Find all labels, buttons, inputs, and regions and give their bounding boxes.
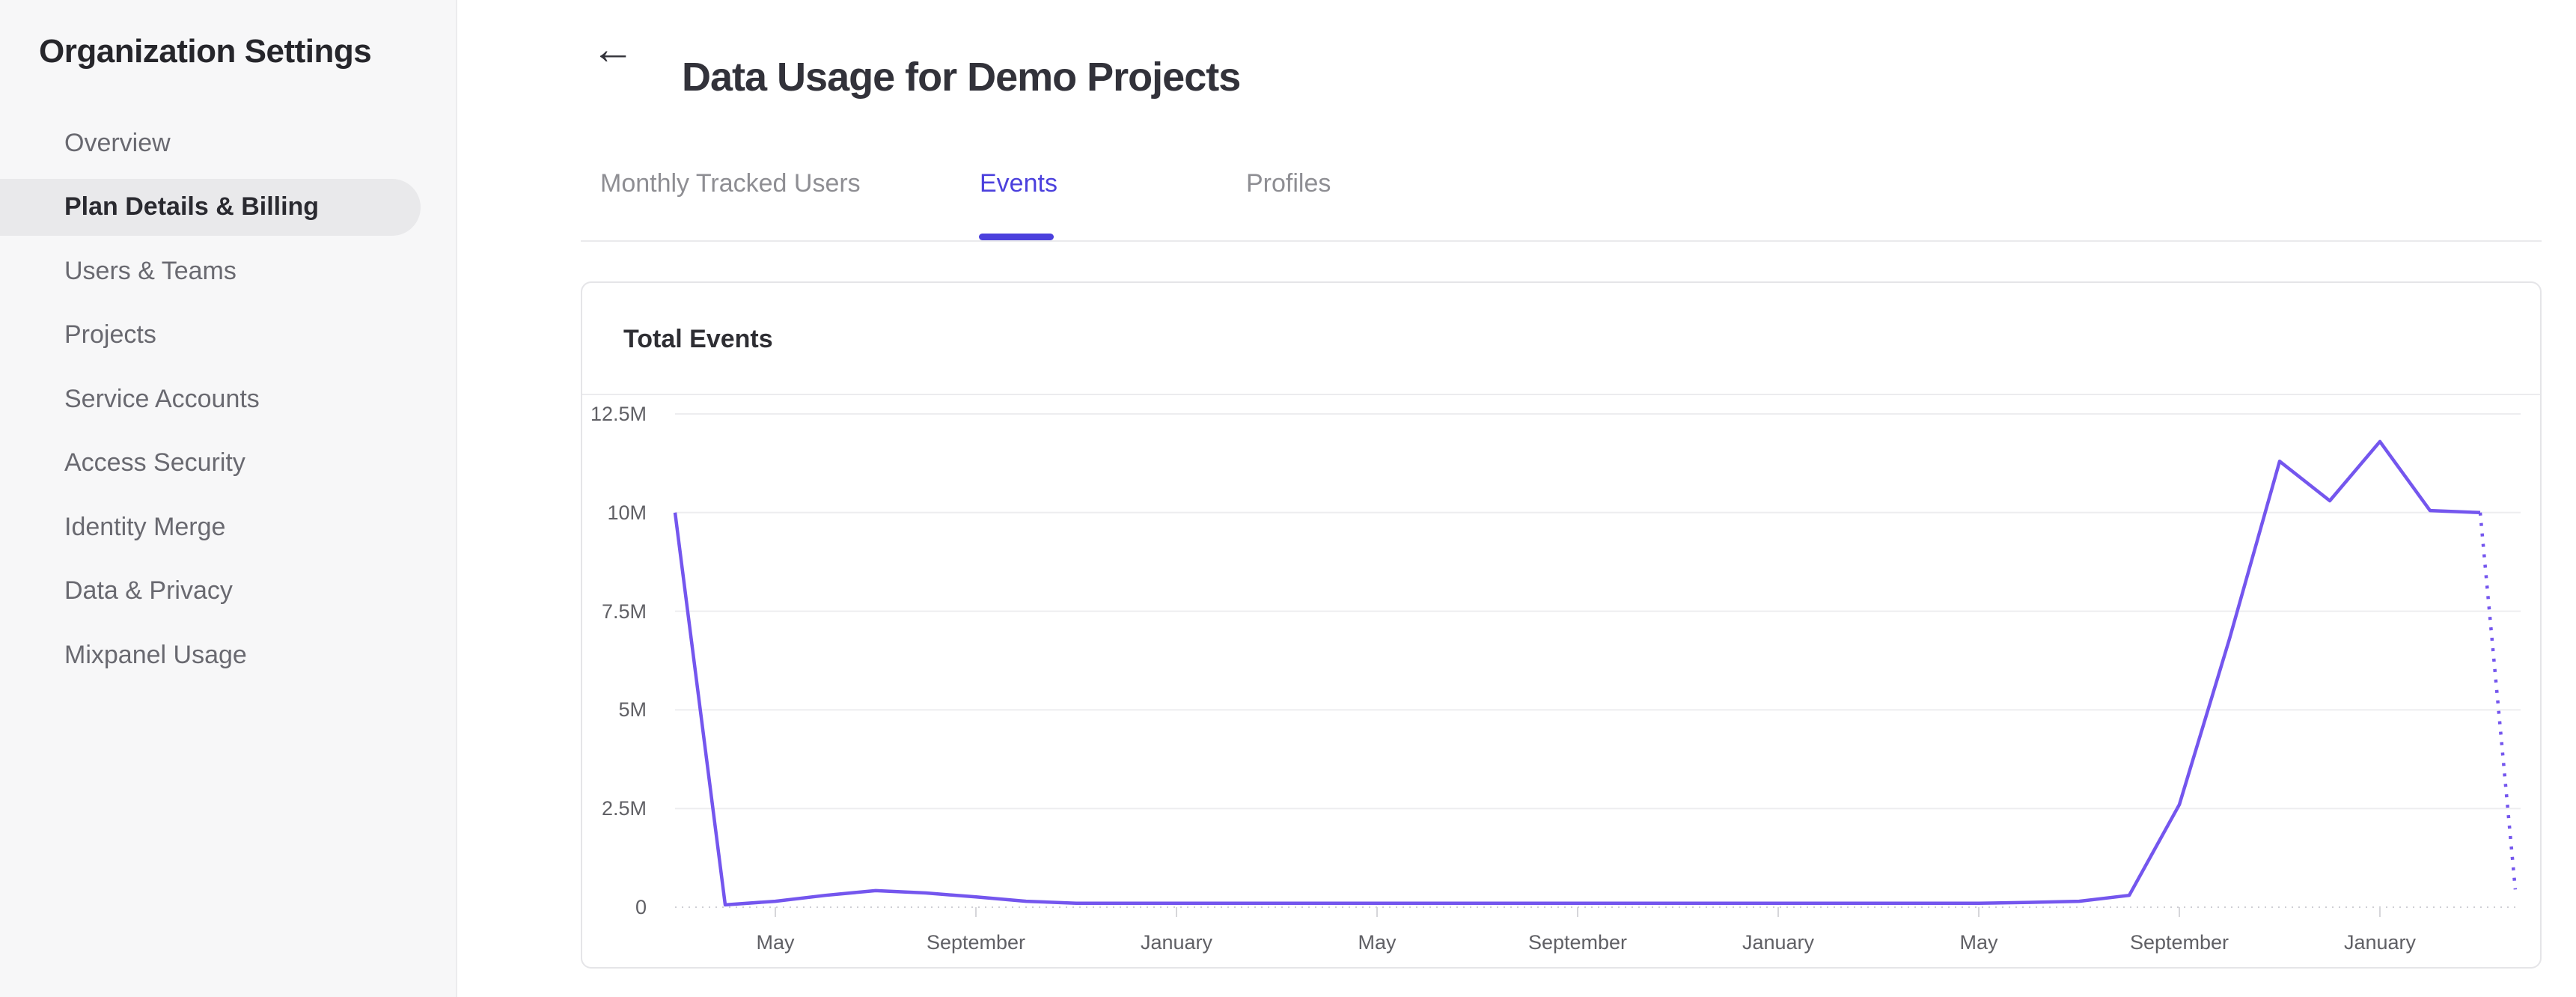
x-axis-label: January (2343, 931, 2417, 954)
x-axis-label: May (1358, 931, 1397, 954)
sidebar-item-label: Mixpanel Usage (64, 640, 247, 669)
sidebar-item[interactable]: Access Security (0, 435, 421, 492)
sidebar-item[interactable]: Identity Merge (0, 498, 421, 555)
total-events-card: Total Events 0 2.5M 5M 7.5M 10M 12.5M May Sept… (581, 281, 2542, 969)
sidebar-item-label: Service Accounts (64, 384, 260, 413)
sidebar-item[interactable]: Users & Teams (0, 243, 421, 299)
sidebar-title: Organization Settings (39, 33, 372, 70)
total-events-line-chart (673, 413, 2521, 917)
tab-profiles[interactable]: Profiles (1246, 169, 1331, 198)
total-events-line (673, 439, 2481, 907)
card-title: Total Events (623, 325, 773, 353)
sidebar-item[interactable]: Plan Details & Billing (0, 178, 421, 236)
y-axis-label: 0 (635, 896, 647, 918)
x-axis-label: September (1527, 931, 1628, 954)
projected-events-dotted-line (2478, 512, 2518, 890)
y-axis-label: 5M (618, 698, 647, 722)
x-axis-label: September (926, 931, 1026, 954)
sidebar-item[interactable]: Service Accounts (0, 371, 421, 427)
sidebar-item-label: Identity Merge (64, 512, 226, 541)
page-title: Data Usage for Demo Projects (682, 55, 1241, 100)
tab-events[interactable]: Events (980, 169, 1057, 198)
sidebar-item[interactable]: Overview (0, 115, 421, 171)
sidebar-item[interactable]: Data & Privacy (0, 563, 421, 620)
back-arrow-icon: ← (591, 25, 635, 73)
back-button[interactable]: ← (591, 25, 635, 73)
sidebar-item-label: Users & Teams (64, 256, 236, 285)
sidebar-item-label: Data & Privacy (64, 576, 233, 605)
tabs-divider (581, 240, 2542, 242)
card-header-divider (582, 394, 2540, 395)
x-axis-label: January (1742, 931, 1815, 954)
sidebar-item-label: Overview (64, 128, 171, 157)
y-axis-label: 12.5M (590, 403, 647, 425)
y-axis-label: 2.5M (601, 797, 647, 820)
x-axis-label: May (1959, 931, 1998, 954)
sidebar-item-label: Access Security (64, 448, 245, 477)
active-tab-underline (979, 234, 1054, 240)
sidebar-item-label: Plan Details & Billing (64, 192, 320, 221)
sidebar-item-label: Projects (64, 320, 156, 349)
sidebar-item[interactable]: Projects (0, 307, 421, 364)
x-axis-label: January (1140, 931, 1213, 954)
sidebar-item[interactable]: Mixpanel Usage (0, 626, 421, 683)
x-axis-label: May (756, 931, 795, 954)
y-axis-label: 10M (607, 501, 647, 524)
tab-monthly-tracked-users[interactable]: Monthly Tracked Users (600, 169, 861, 198)
x-axis-label: September (2129, 931, 2229, 954)
y-axis-label: 7.5M (601, 600, 647, 623)
organization-settings-sidebar: Organization Settings Overview Plan Deta… (0, 0, 457, 997)
